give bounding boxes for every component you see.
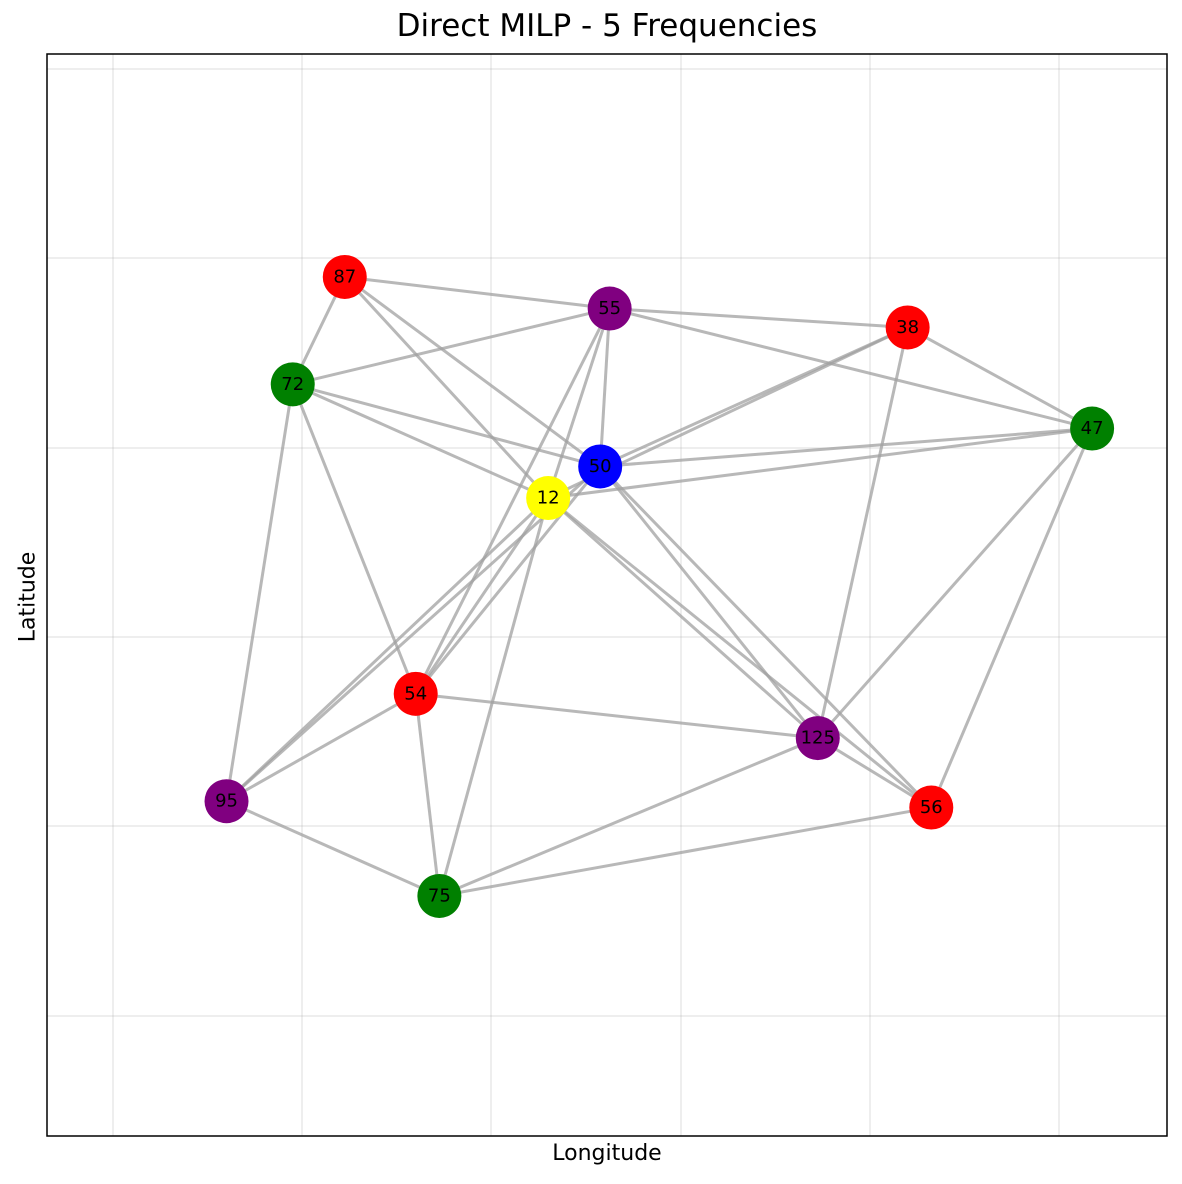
edge-55-50 (598, 308, 612, 467)
node-55: 55 (587, 286, 632, 331)
edge-50-125 (599, 465, 819, 740)
edge-12-47 (547, 427, 1093, 500)
edge-75-56 (439, 806, 932, 898)
node-circle (795, 716, 840, 761)
edge-50-95 (225, 465, 602, 803)
edge-87-50 (343, 275, 602, 468)
edge-12-75 (437, 497, 550, 897)
node-circle (526, 476, 571, 521)
node-56: 56 (909, 785, 954, 830)
edge-38-47 (906, 326, 1093, 430)
edge-54-95 (225, 692, 417, 803)
edge-12-56 (547, 496, 933, 809)
edge-50-54 (414, 465, 602, 695)
node-95: 95 (204, 779, 249, 824)
edge-87-12 (343, 275, 550, 500)
node-circle (578, 444, 623, 489)
node-label: 75 (428, 885, 451, 906)
edge-12-125 (547, 496, 819, 740)
node-label: 50 (589, 456, 612, 477)
node-circle (417, 873, 462, 918)
edge-50-47 (600, 427, 1093, 468)
node-50: 50 (578, 444, 623, 489)
edge-50-56 (599, 465, 933, 809)
edge-87-55 (344, 275, 610, 311)
edge-95-75 (225, 799, 440, 898)
node-circle (393, 671, 438, 716)
edge-55-72 (292, 307, 610, 386)
edge-layer (225, 275, 1094, 898)
node-label: 72 (281, 374, 304, 395)
edge-55-47 (609, 307, 1093, 431)
node-label: 47 (1081, 418, 1104, 439)
edge-55-12 (546, 308, 612, 499)
node-label: 95 (215, 791, 238, 812)
edge-55-54 (414, 307, 611, 695)
node-label: 54 (404, 683, 427, 704)
x-axis-label: Longitude (552, 1141, 662, 1166)
node-label: 56 (920, 797, 943, 818)
edge-12-95 (225, 496, 550, 803)
node-label: 125 (801, 728, 835, 749)
chart-title: Direct MILP - 5 Frequencies (396, 8, 818, 44)
node-12: 12 (526, 476, 571, 521)
node-label: 12 (537, 488, 560, 509)
node-circle (322, 254, 367, 299)
node-54: 54 (393, 671, 438, 716)
edge-54-125 (415, 692, 818, 740)
grid (47, 54, 1167, 1136)
node-label: 55 (598, 298, 621, 319)
edge-72-95 (225, 384, 295, 802)
edge-125-75 (438, 736, 819, 898)
edge-125-56 (816, 736, 933, 809)
node-87: 87 (322, 254, 367, 299)
edge-72-50 (292, 382, 601, 468)
edge-47-125 (816, 427, 1094, 740)
node-circle (909, 785, 954, 830)
edge-12-54 (414, 497, 550, 695)
node-72: 72 (270, 362, 315, 407)
node-38: 38 (885, 305, 930, 350)
edge-54-75 (414, 693, 441, 897)
node-125: 125 (795, 716, 840, 761)
node-circle (270, 362, 315, 407)
node-label: 87 (333, 266, 356, 287)
plot-frame (46, 53, 1168, 1137)
edge-47-56 (929, 427, 1094, 809)
edge-72-12 (292, 382, 549, 500)
node-47: 47 (1070, 406, 1115, 451)
edge-55-38 (609, 307, 908, 329)
node-label: 38 (896, 317, 919, 338)
node-circle (885, 305, 930, 350)
node-circle (1070, 406, 1115, 451)
node-circle (204, 779, 249, 824)
edge-38-125 (816, 327, 910, 739)
node-layer: 87 55 38 72 50 12 47 54 125 95 56 75 (204, 254, 1115, 918)
node-75: 75 (417, 873, 462, 918)
node-circle (587, 286, 632, 331)
